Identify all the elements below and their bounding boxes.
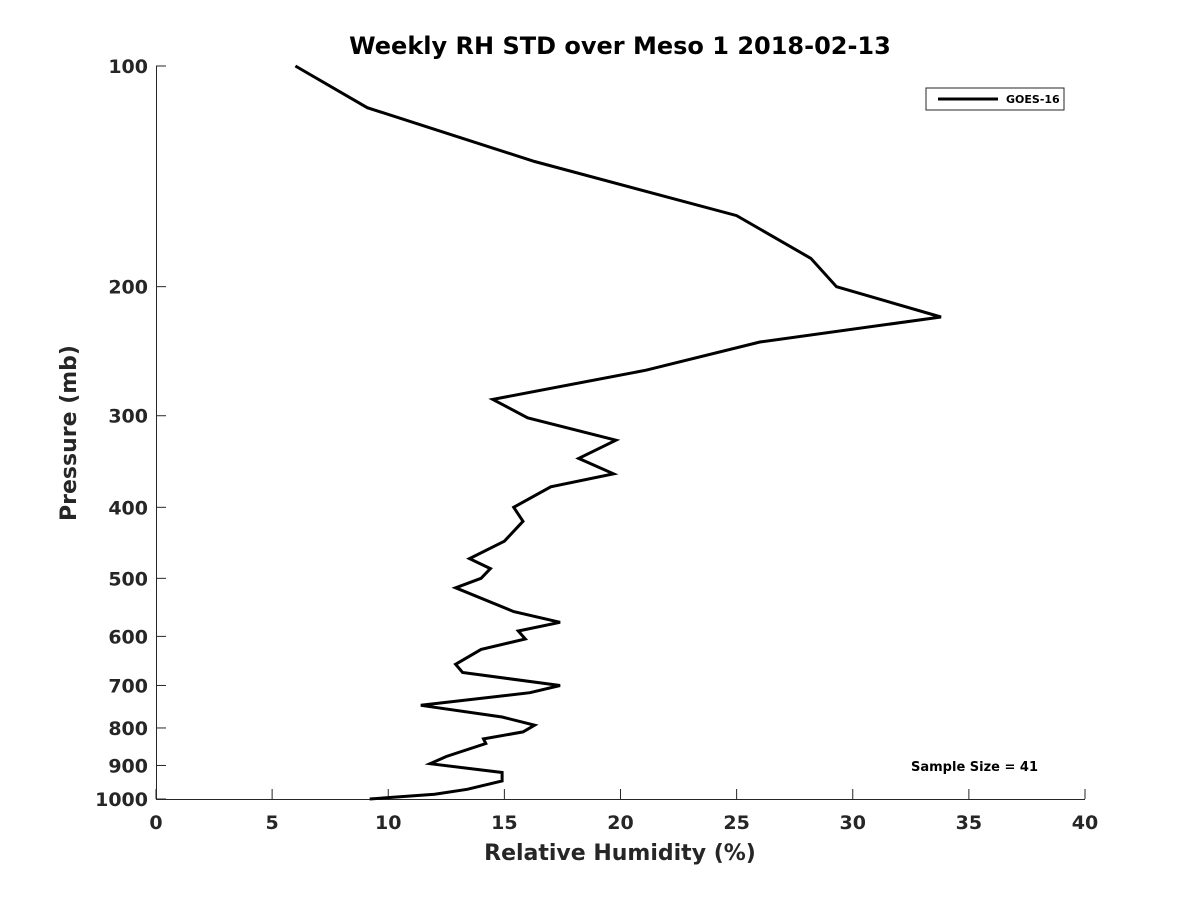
series-line-goes-16 <box>294 64 942 801</box>
x-tick-label: 40 <box>1072 812 1098 834</box>
x-tick-label: 0 <box>149 812 162 834</box>
x-tick-label: 15 <box>491 812 517 834</box>
plot-area <box>156 66 1085 800</box>
y-ticks: 100 200 300 400 500 600 700 800 900 1000 <box>95 56 166 811</box>
y-tick-label: 900 <box>108 755 148 777</box>
legend: GOES-16 <box>925 87 1065 111</box>
x-tick-label: 5 <box>266 812 279 834</box>
x-tick-label: 35 <box>956 812 982 834</box>
y-tick-label: 200 <box>108 277 148 299</box>
y-axis-label: Pressure (mb) <box>57 345 82 521</box>
legend-label-goes-16: GOES-16 <box>1006 93 1060 106</box>
x-tick-label: 30 <box>840 812 866 834</box>
sample-size-annotation: Sample Size = 41 <box>911 760 1038 775</box>
y-tick-label: 400 <box>108 497 148 519</box>
y-tick-label: 500 <box>108 568 148 590</box>
x-tick-label: 25 <box>723 812 749 834</box>
x-ticks: 0 5 10 15 20 25 30 35 40 <box>149 789 1098 834</box>
y-tick-label: 800 <box>108 718 148 740</box>
y-tick-label: 1000 <box>95 789 148 811</box>
series-layer <box>294 64 942 801</box>
x-tick-label: 20 <box>607 812 633 834</box>
y-tick-label: 100 <box>108 56 148 78</box>
y-tick-label: 600 <box>108 626 148 648</box>
chart-title: Weekly RH STD over Meso 1 2018-02-13 <box>349 32 891 60</box>
y-tick-label: 700 <box>108 675 148 697</box>
x-axis-label: Relative Humidity (%) <box>484 841 756 866</box>
x-tick-label: 10 <box>375 812 401 834</box>
y-tick-label: 300 <box>108 406 148 428</box>
